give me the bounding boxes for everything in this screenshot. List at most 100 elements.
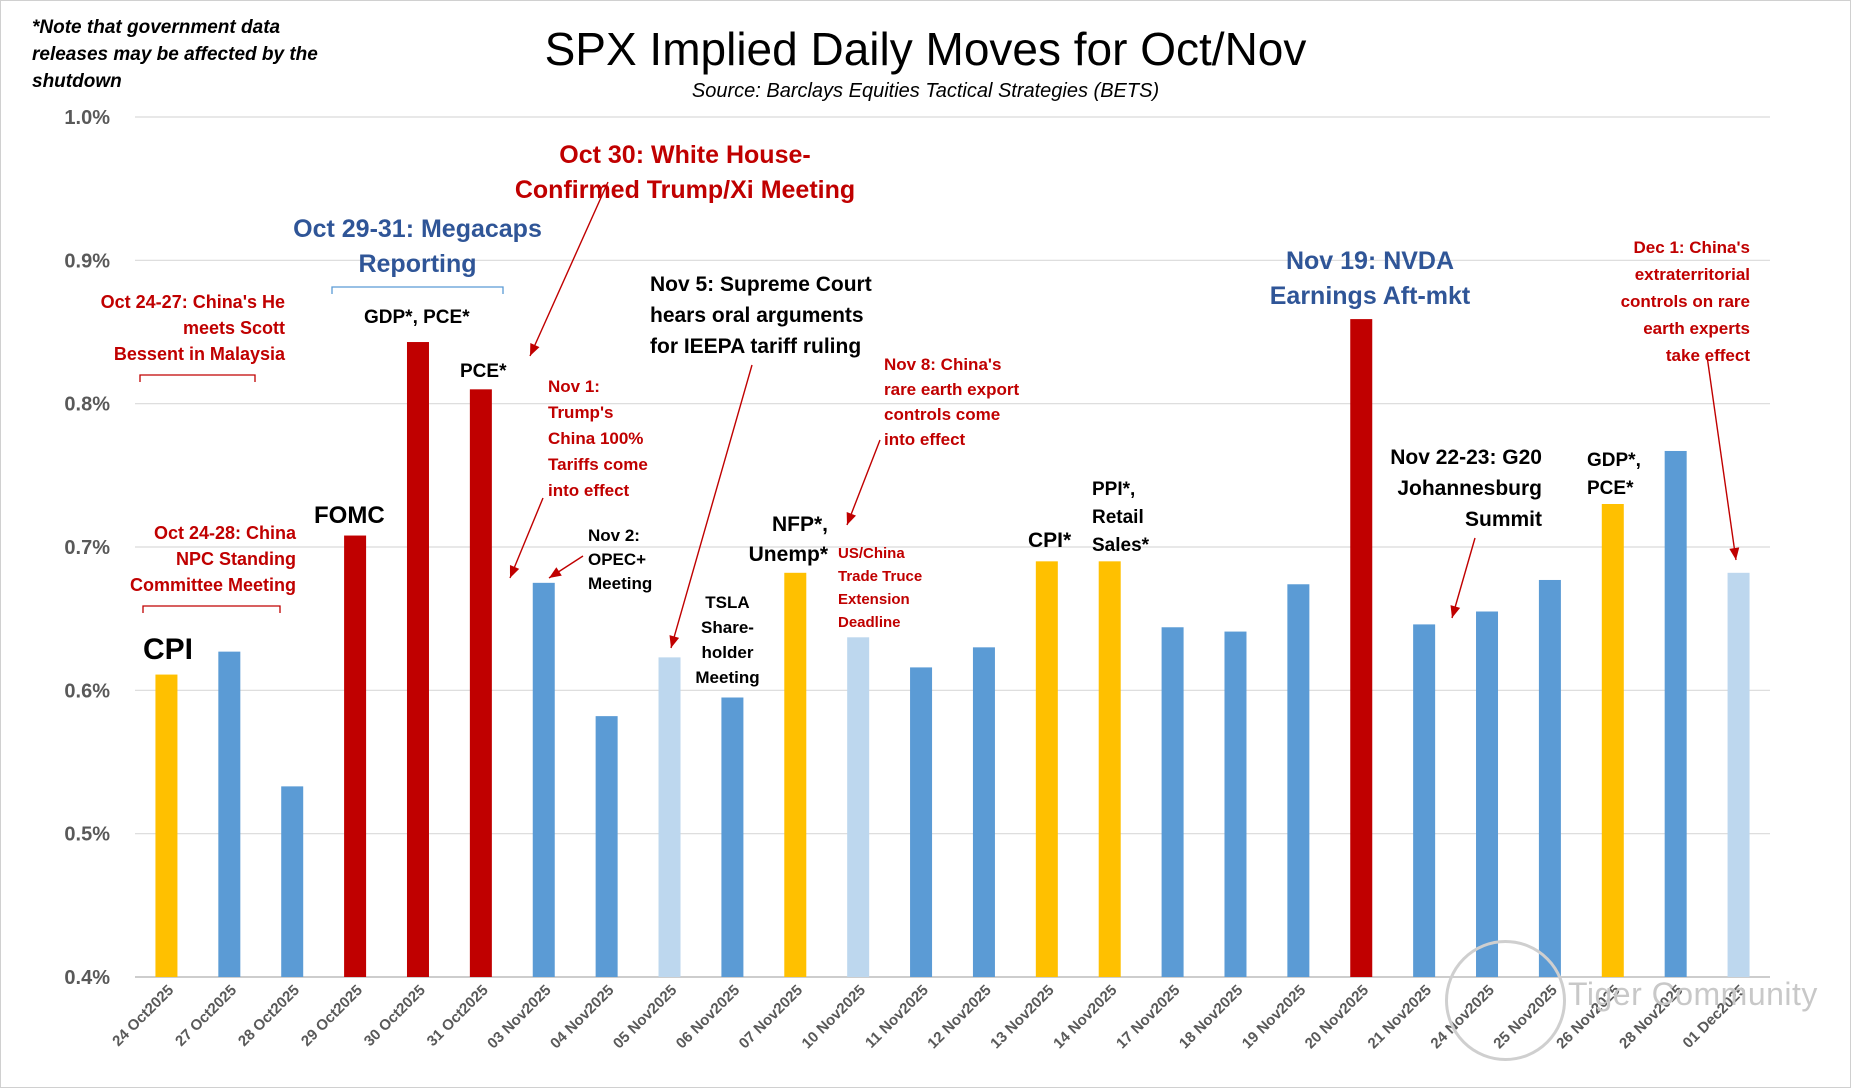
bar-31-oct2025 bbox=[469, 389, 492, 977]
x-tick-label: 07 Nov2025 bbox=[736, 982, 806, 1052]
annotation-g20: Nov 22-23: G20 Johannesburg Summit bbox=[1390, 446, 1542, 531]
bar-10-nov2025 bbox=[847, 637, 870, 977]
bracket-oct24-27 bbox=[139, 374, 256, 382]
y-tick-label: 0.9% bbox=[64, 250, 110, 272]
bracket-oct24-28 bbox=[142, 605, 281, 613]
y-tick-label: 0.5% bbox=[64, 824, 110, 846]
x-tick-label: 20 Nov2025 bbox=[1302, 982, 1372, 1052]
bar-06-nov2025 bbox=[721, 697, 744, 977]
bar-04-nov2025 bbox=[595, 716, 618, 977]
arrow-nov5-head bbox=[669, 635, 680, 648]
annotation-gdp-pce-nov: GDP*, PCE* bbox=[1587, 450, 1641, 499]
x-tick-label: 21 Nov2025 bbox=[1365, 982, 1435, 1052]
annotation-tsla: TSLA Share- holder Meeting bbox=[695, 593, 760, 687]
annotation-dec1: Dec 1: China's extraterritorial controls… bbox=[1620, 238, 1750, 365]
arrow-oct30 bbox=[529, 181, 609, 357]
x-tick-label: 29 Oct2025 bbox=[298, 982, 366, 1050]
bar-03-nov2025 bbox=[532, 582, 555, 977]
arrow-nov8-head bbox=[846, 512, 857, 525]
bar-20-nov2025 bbox=[1350, 319, 1373, 978]
annotation-fomc: FOMC bbox=[314, 502, 385, 529]
watermark-logo bbox=[1445, 940, 1566, 1061]
annotation-oct24-28: Oct 24-28: China NPC Standing Committee … bbox=[129, 523, 296, 595]
annotation-brackets-arrows bbox=[139, 181, 1740, 649]
x-tick-label: 03 Nov2025 bbox=[484, 982, 554, 1052]
annotation-cpi-oct: CPI bbox=[143, 633, 194, 666]
x-tick-label: 30 Oct2025 bbox=[361, 982, 429, 1050]
x-tick-label: 11 Nov2025 bbox=[862, 982, 932, 1052]
bracket-megacaps bbox=[331, 286, 504, 294]
bar-11-nov2025 bbox=[910, 667, 933, 977]
annotation-gdp-pce-oct: GDP*, PCE* bbox=[364, 307, 470, 328]
bar-01-dec2025 bbox=[1727, 572, 1750, 977]
bar-13-nov2025 bbox=[1035, 561, 1058, 977]
x-tick-label: 24 Oct2025 bbox=[109, 982, 177, 1050]
annotation-pce-oct31: PCE* bbox=[460, 361, 507, 382]
arrow-dec1 bbox=[1706, 355, 1737, 561]
bar-21-nov2025 bbox=[1413, 624, 1436, 977]
arrow-g20 bbox=[1451, 537, 1476, 619]
x-tick-label: 17 Nov2025 bbox=[1113, 982, 1183, 1052]
arrow-nov1-head bbox=[509, 565, 520, 578]
bar-28-nov2025 bbox=[1664, 450, 1687, 977]
arrow-nov5 bbox=[670, 364, 753, 649]
x-tick-label: 19 Nov2025 bbox=[1239, 982, 1309, 1052]
y-tick-label: 0.4% bbox=[64, 967, 110, 989]
bar-07-nov2025 bbox=[784, 572, 807, 977]
bar-29-oct2025 bbox=[344, 535, 367, 977]
x-tick-label: 27 Oct2025 bbox=[172, 982, 240, 1050]
annotation-nfp: NFP*, Unemp* bbox=[748, 513, 828, 566]
annotation-nov2: Nov 2: OPEC+ Meeting bbox=[588, 526, 653, 593]
bar-26-nov2025 bbox=[1601, 504, 1624, 977]
x-tick-label: 10 Nov2025 bbox=[799, 982, 869, 1052]
annotation-ppi: PPI*, Retail Sales* bbox=[1092, 479, 1150, 556]
watermark-text: Tiger Community bbox=[1568, 976, 1818, 1012]
arrow-g20-head bbox=[1450, 605, 1461, 618]
y-tick-label: 0.6% bbox=[64, 680, 110, 702]
shutdown-note: *Note that government data releases may … bbox=[32, 17, 318, 92]
x-tick-label: 18 Nov2025 bbox=[1176, 982, 1246, 1052]
bar-14-nov2025 bbox=[1098, 561, 1121, 977]
annotation-megacaps: Oct 29-31: Megacaps Reporting bbox=[293, 215, 542, 278]
x-tick-label: 04 Nov2025 bbox=[547, 982, 617, 1052]
x-tick-label: 13 Nov2025 bbox=[987, 982, 1057, 1052]
annotation-nvda: Nov 19: NVDA Earnings Aft-mkt bbox=[1269, 247, 1471, 310]
arrow-dec1-head bbox=[1729, 547, 1740, 560]
bar-24-oct2025 bbox=[155, 674, 178, 977]
bar-19-nov2025 bbox=[1287, 584, 1310, 977]
annotation-truce: US/China Trade Truce Extension Deadline bbox=[838, 545, 923, 631]
bar-27-oct2025 bbox=[218, 651, 241, 977]
annotation-oct24-27: Oct 24-27: China's He meets Scott Bessen… bbox=[100, 292, 285, 364]
y-tick-label: 1.0% bbox=[64, 107, 110, 129]
x-tick-label: 12 Nov2025 bbox=[924, 982, 994, 1052]
chart-subtitle: Source: Barclays Equities Tactical Strat… bbox=[691, 80, 1160, 102]
bar-24-nov2025 bbox=[1476, 611, 1499, 977]
x-tick-label: 06 Nov2025 bbox=[673, 982, 743, 1052]
x-tick-label: 31 Oct2025 bbox=[424, 982, 492, 1050]
annotation-oct30: Oct 30: White House- Confirmed Trump/Xi … bbox=[514, 141, 856, 204]
bar-18-nov2025 bbox=[1224, 631, 1247, 977]
bar-30-oct2025 bbox=[406, 342, 429, 977]
y-axis-ticks: 0.4% 0.5% 0.6% 0.7% 0.8% 0.9% 1.0% bbox=[64, 107, 110, 989]
x-tick-label: 28 Oct2025 bbox=[235, 982, 303, 1050]
y-tick-label: 0.8% bbox=[64, 394, 110, 416]
x-tick-label: 05 Nov2025 bbox=[610, 982, 680, 1052]
arrow-nov2-head bbox=[549, 567, 562, 578]
arrow-nov8 bbox=[846, 439, 881, 526]
arrow-nov1 bbox=[509, 497, 544, 579]
bars bbox=[155, 319, 1750, 978]
annotation-cpi-nov: CPI* bbox=[1028, 529, 1072, 552]
bar-28-oct2025 bbox=[281, 786, 304, 977]
annotation-nov8: Nov 8: China's rare earth export control… bbox=[884, 355, 1020, 449]
arrow-oct30-head bbox=[530, 343, 540, 356]
annotation-nov1: Nov 1: Trump's China 100% Tariffs come i… bbox=[548, 377, 648, 500]
y-tick-label: 0.7% bbox=[64, 537, 110, 559]
bar-05-nov2025 bbox=[658, 657, 681, 977]
bar-25-nov2025 bbox=[1538, 579, 1561, 977]
chart-title: SPX Implied Daily Moves for Oct/Nov bbox=[544, 23, 1307, 75]
bar-12-nov2025 bbox=[972, 647, 995, 977]
bar-17-nov2025 bbox=[1161, 627, 1184, 977]
annotation-nov5: Nov 5: Supreme Court hears oral argument… bbox=[650, 273, 872, 358]
x-tick-label: 14 Nov2025 bbox=[1050, 982, 1120, 1052]
